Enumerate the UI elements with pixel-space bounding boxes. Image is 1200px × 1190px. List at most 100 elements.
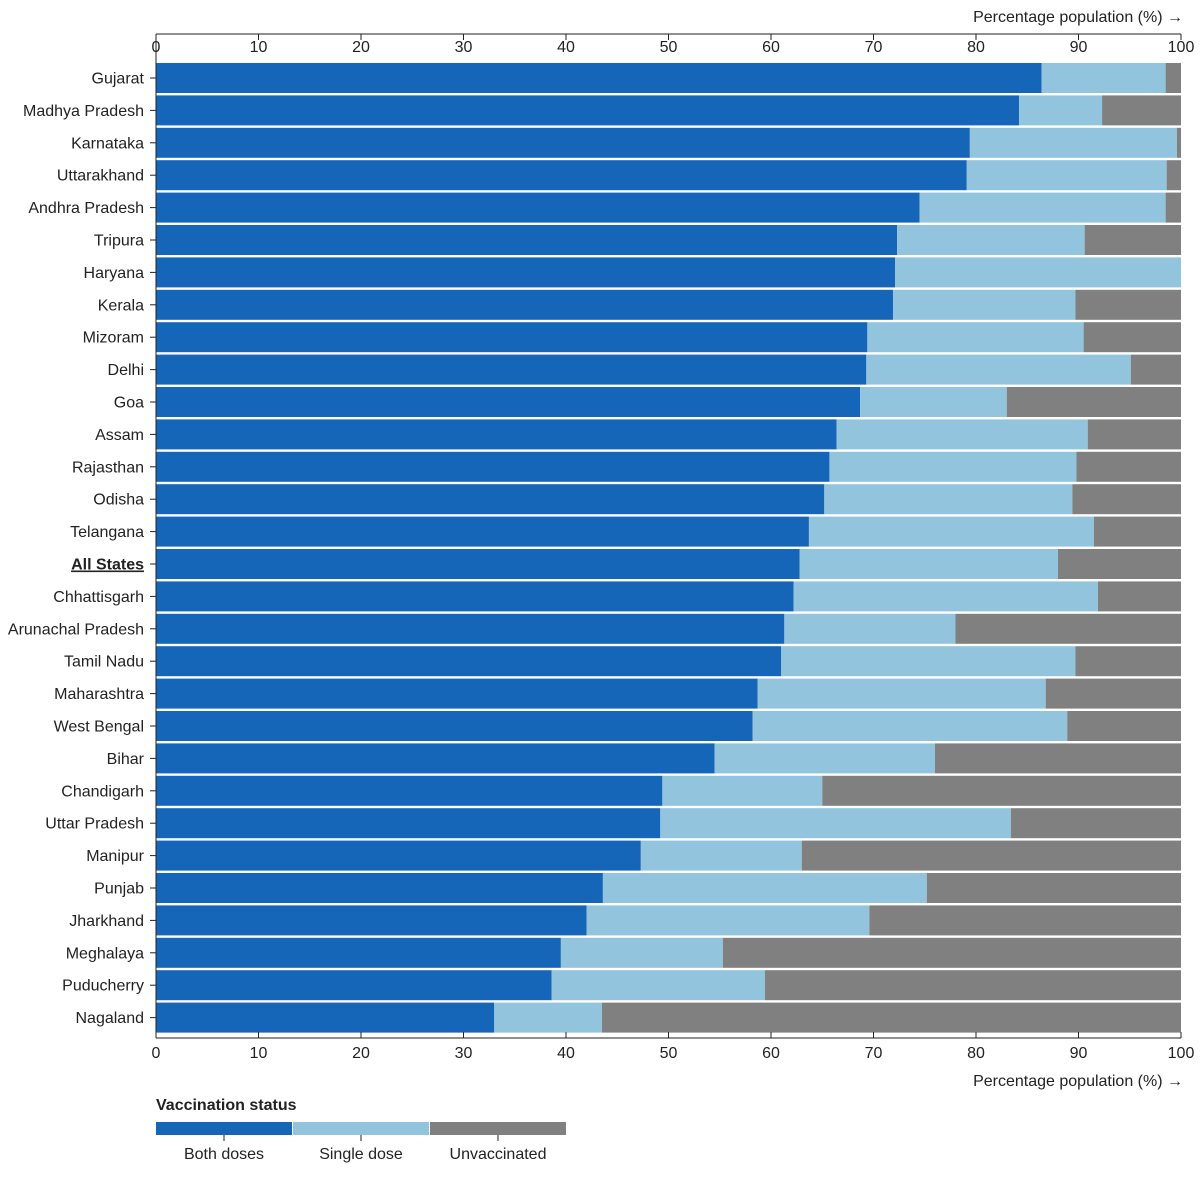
bottom-tick-label-50: 50	[660, 1045, 678, 1062]
bar-unvaccinated-bihar	[935, 743, 1181, 774]
bar-unvaccinated-uttar-pradesh	[1010, 808, 1181, 839]
bar-both-doses-odisha	[156, 484, 825, 515]
bar-unvaccinated-maharashtra	[1045, 678, 1181, 709]
category-label-uttar-pradesh: Uttar Pradesh	[45, 816, 144, 833]
bar-unvaccinated-telangana	[1093, 516, 1182, 547]
bar-both-doses-west-bengal	[156, 711, 753, 741]
bar-unvaccinated-jharkhand	[869, 905, 1181, 936]
legend-swatch-both-doses	[156, 1122, 292, 1135]
bar-both-doses-tamil-nadu	[156, 646, 782, 677]
bar-both-doses-goa	[156, 387, 861, 417]
bar-unvaccinated-nagaland	[601, 1002, 1182, 1033]
bottom-tick-label-90: 90	[1070, 1045, 1088, 1062]
bar-both-doses-manipur	[156, 840, 641, 871]
bottom-tick-label-20: 20	[352, 1045, 370, 1062]
bar-single-dose-odisha	[824, 484, 1073, 515]
category-label-mizoram: Mizoram	[83, 330, 144, 347]
bottom-axis-title: Percentage population (%) →	[973, 1073, 1183, 1090]
bar-unvaccinated-andhra-pradesh	[1165, 192, 1182, 223]
bar-unvaccinated-chandigarh	[822, 775, 1181, 806]
legend: Vaccination status Both doses Single dose U…	[156, 1097, 566, 1163]
bar-both-doses-puducherry	[156, 970, 552, 1001]
category-label-chandigarh: Chandigarh	[61, 783, 144, 800]
category-label-assam: Assam	[95, 427, 144, 444]
bar-both-doses-arunachal-pradesh	[156, 613, 785, 644]
bar-single-dose-manipur	[640, 840, 802, 871]
bar-unvaccinated-odisha	[1072, 484, 1181, 515]
top-tick-label-100: 100	[1168, 39, 1195, 56]
bar-unvaccinated-arunachal-pradesh	[955, 613, 1181, 644]
bar-single-dose-tamil-nadu	[781, 646, 1076, 677]
top-axis-title: Percentage population (%) →	[973, 9, 1183, 26]
bar-single-dose-chhattisgarh	[793, 581, 1098, 612]
legend-label-unvaccinated: Unvaccinated	[450, 1146, 547, 1163]
top-tick-label-40: 40	[557, 39, 575, 56]
bar-unvaccinated-meghalaya	[722, 937, 1181, 968]
bar-both-doses-telangana	[156, 516, 809, 547]
bar-both-doses-bihar	[156, 743, 715, 774]
top-tick-label-50: 50	[660, 39, 678, 56]
category-label-karnataka: Karnataka	[71, 135, 144, 152]
bars-layer	[156, 63, 1182, 1033]
bar-unvaccinated-goa	[1006, 387, 1181, 417]
top-tick-label-10: 10	[250, 39, 268, 56]
category-label-maharashtra: Maharashtra	[54, 686, 144, 703]
bar-both-doses-chandigarh	[156, 775, 663, 806]
bar-both-doses-nagaland	[156, 1002, 495, 1033]
category-label-telangana: Telangana	[70, 524, 144, 541]
bar-single-dose-telangana	[808, 516, 1094, 547]
bar-unvaccinated-rajasthan	[1076, 451, 1181, 482]
category-label-puducherry: Puducherry	[62, 978, 144, 995]
category-label-meghalaya: Meghalaya	[66, 945, 144, 962]
bar-unvaccinated-kerala	[1075, 289, 1181, 320]
bar-single-dose-uttar-pradesh	[660, 808, 1011, 839]
bar-unvaccinated-tripura	[1084, 225, 1181, 255]
category-labels-layer: Gujarat Madhya Pradesh Karnataka Uttarakhan…	[8, 71, 156, 1027]
bar-single-dose-haryana	[895, 257, 1181, 288]
bottom-tick-label-0: 0	[152, 1045, 161, 1062]
legend-swatch-single-dose	[293, 1122, 429, 1135]
bar-unvaccinated-delhi	[1130, 354, 1181, 385]
category-label-all-states: All States	[71, 557, 144, 574]
category-label-nagaland: Nagaland	[76, 1010, 145, 1027]
category-label-bihar: Bihar	[107, 751, 145, 768]
bar-single-dose-kerala	[892, 289, 1076, 320]
category-label-goa: Goa	[114, 395, 144, 412]
legend-label-both-doses: Both doses	[184, 1146, 264, 1163]
bar-both-doses-gujarat	[156, 63, 1042, 93]
bar-single-dose-madhya-pradesh	[1019, 95, 1103, 126]
bar-single-dose-meghalaya	[560, 937, 723, 968]
category-label-haryana: Haryana	[84, 265, 145, 282]
bar-both-doses-karnataka	[156, 127, 970, 158]
bottom-tick-label-30: 30	[455, 1045, 473, 1062]
bar-single-dose-bihar	[714, 743, 936, 774]
top-tick-label-60: 60	[762, 39, 780, 56]
legend-title: Vaccination status	[156, 1097, 297, 1114]
bar-both-doses-haryana	[156, 257, 896, 288]
bar-unvaccinated-mizoram	[1083, 322, 1182, 353]
bar-single-dose-chandigarh	[662, 775, 823, 806]
category-label-chhattisgarh: Chhattisgarh	[53, 589, 144, 606]
bar-both-doses-chhattisgarh	[156, 581, 794, 612]
bar-single-dose-arunachal-pradesh	[784, 613, 956, 644]
bar-both-doses-mizoram	[156, 322, 868, 353]
bar-unvaccinated-karnataka	[1176, 127, 1181, 158]
bar-unvaccinated-puducherry	[764, 970, 1181, 1001]
bottom-tick-label-80: 80	[967, 1045, 985, 1062]
bar-single-dose-punjab	[602, 873, 927, 903]
category-label-madhya-pradesh: Madhya Pradesh	[23, 103, 144, 120]
category-label-kerala: Kerala	[98, 297, 144, 314]
category-label-rajasthan: Rajasthan	[72, 459, 144, 476]
bar-both-doses-uttar-pradesh	[156, 808, 661, 839]
bar-unvaccinated-gujarat	[1165, 63, 1182, 93]
bar-single-dose-assam	[836, 419, 1088, 450]
bar-single-dose-jharkhand	[586, 905, 870, 936]
legend-label-single-dose: Single dose	[319, 1146, 403, 1163]
category-label-tripura: Tripura	[94, 233, 144, 250]
bottom-tick-label-10: 10	[250, 1045, 268, 1062]
bottom-tick-label-40: 40	[557, 1045, 575, 1062]
bar-unvaccinated-assam	[1087, 419, 1181, 450]
legend-swatch-unvaccinated	[430, 1122, 566, 1135]
